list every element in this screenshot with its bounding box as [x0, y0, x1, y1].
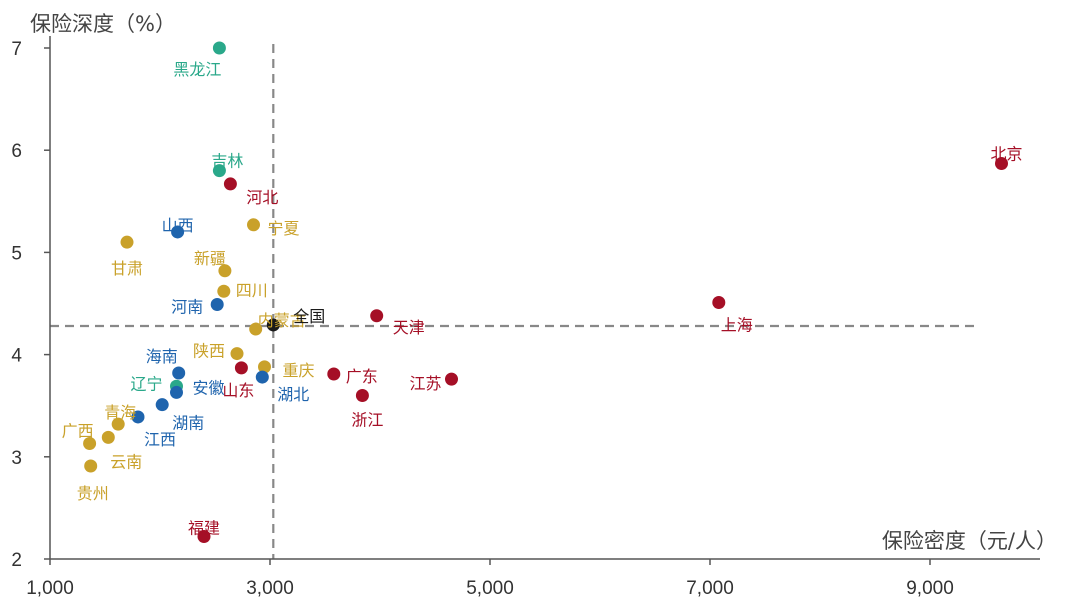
point-label: 甘肃: [111, 259, 143, 278]
data-point: [327, 367, 341, 381]
point-label: 云南: [110, 452, 142, 471]
y-tick-label: 2: [11, 550, 22, 571]
data-point: [170, 385, 183, 399]
data-point: [230, 347, 244, 361]
point-label: 广西: [62, 422, 94, 441]
point-label: 辽宁: [130, 374, 162, 393]
data-point: [210, 298, 224, 312]
data-point: [84, 459, 98, 473]
y-axis-title: 保险深度（%）: [30, 12, 176, 36]
y-tick-label: 5: [11, 243, 22, 264]
point-label: 湖南: [172, 414, 204, 433]
point-label: 福建: [188, 519, 220, 538]
point-label: 黑龙江: [173, 60, 221, 79]
data-point: [234, 361, 248, 375]
point-label: 重庆: [282, 361, 314, 380]
point-label: 新疆: [194, 249, 226, 268]
data-point: [995, 156, 1008, 170]
x-tick-label: 9,000: [906, 578, 954, 599]
point-label: 青海: [104, 403, 136, 422]
data-point: [217, 284, 231, 298]
data-point: [712, 295, 726, 309]
x-tick-label: 5,000: [466, 578, 514, 599]
point-label: 江苏: [409, 374, 441, 393]
data-point: [266, 318, 280, 332]
data-point: [197, 530, 211, 544]
data-point: [255, 370, 269, 384]
point-label: 北京: [990, 144, 1022, 163]
y-tick-label: 6: [11, 141, 22, 162]
point-label: 山东: [222, 381, 254, 400]
data-point: [120, 235, 134, 249]
data-point: [171, 225, 185, 239]
point-label: 上海: [721, 315, 753, 334]
x-axis-title: 保险密度（元/人）: [882, 529, 1057, 553]
data-point: [355, 388, 369, 402]
x-tick-label: 7,000: [686, 578, 734, 599]
data-point: [223, 177, 237, 191]
data-point: [212, 41, 226, 55]
reference-lines: [50, 44, 975, 559]
y-tick-label: 4: [11, 346, 22, 367]
y-tick-label: 3: [11, 448, 22, 469]
data-point: [83, 437, 97, 451]
y-ticks: 2 3 4 5 6 7: [11, 39, 50, 571]
point-label: 吉林: [211, 152, 243, 171]
data-point: [131, 410, 145, 424]
point-label: 河北: [246, 188, 278, 207]
point-label: 山西: [162, 216, 194, 235]
data-point: [111, 417, 125, 431]
point-label: 宁夏: [267, 219, 299, 238]
point-label: 四川: [236, 281, 268, 300]
axes: [49, 36, 1040, 560]
point-label: 浙江: [351, 410, 383, 429]
point-label: 江西: [144, 430, 176, 449]
x-ticks: 1,000 3,000 5,000 7,000 9,000: [26, 559, 954, 599]
x-tick-label: 1,000: [26, 578, 74, 599]
point-label: 湖北: [277, 385, 309, 404]
point-label: 内蒙古: [258, 311, 306, 330]
data-point: [247, 218, 260, 232]
point-label: 安徽: [192, 378, 224, 397]
point-label: 陕西: [193, 342, 225, 361]
data-point: [258, 360, 271, 374]
point-label: 全国: [293, 307, 325, 326]
data-point: [445, 372, 458, 386]
point-label: 海南: [146, 347, 178, 366]
data-point: [172, 366, 186, 380]
point-label: 贵州: [77, 484, 109, 503]
data-point: [212, 164, 226, 178]
data-point: [218, 264, 232, 278]
point-label: 天津: [393, 318, 425, 337]
point-label: 广东: [346, 367, 378, 386]
data-point: [249, 322, 263, 336]
x-tick-label: 3,000: [246, 578, 294, 599]
data-point: [370, 309, 384, 323]
y-tick-label: 7: [11, 39, 22, 60]
point-label: 河南: [171, 298, 203, 317]
data-points: [83, 41, 1008, 544]
data-point: [155, 398, 169, 412]
data-point: [101, 430, 115, 444]
